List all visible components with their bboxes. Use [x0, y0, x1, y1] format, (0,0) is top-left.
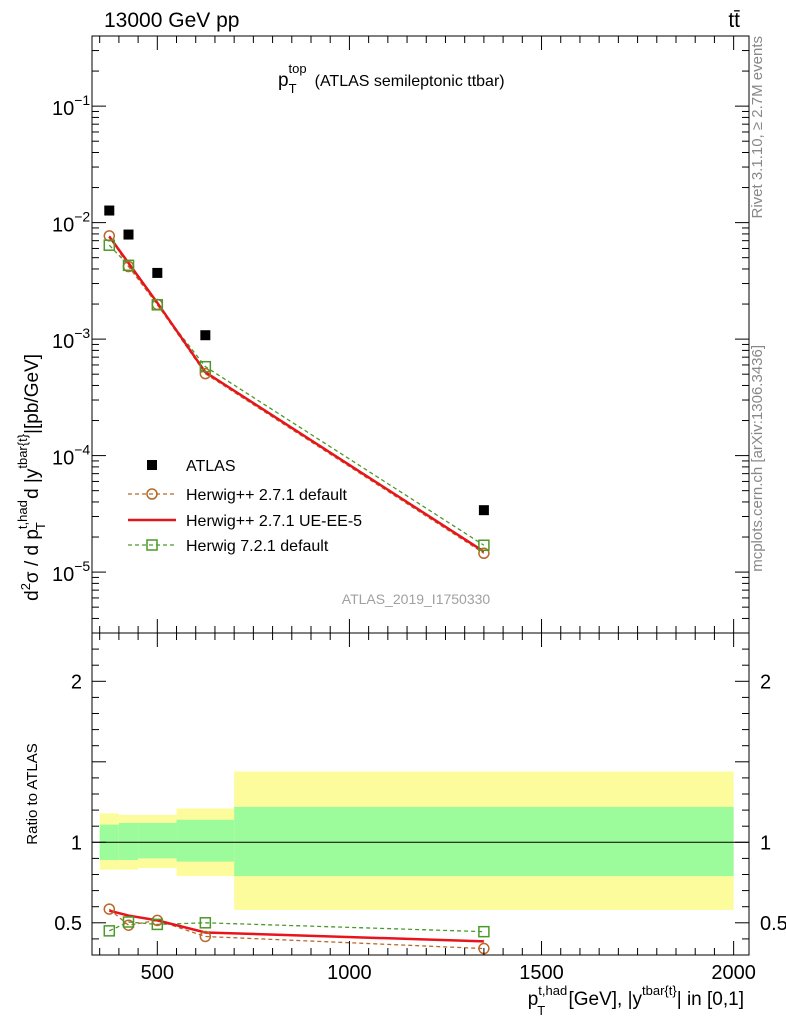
ylabel-a-sup: 2 — [18, 583, 33, 590]
main-y-tick-label-4: 10−1 — [52, 92, 90, 120]
legend-h721-marker — [146, 539, 158, 551]
band-inner-3 — [176, 819, 235, 862]
ratio-y-tick-label-left-2: 2 — [71, 671, 82, 693]
h721-point — [122, 259, 135, 272]
main-y-tick-exp: −2 — [74, 209, 90, 225]
band-inner-4 — [234, 806, 734, 877]
h721-point — [151, 299, 164, 311]
xlabel-b: [GeV], |y — [563, 989, 642, 1010]
ylabel-d: |[pb/GeV] — [22, 354, 43, 434]
legend: ATLAS Herwig++ 2.7.1 default Herwig++ 2.… — [128, 458, 362, 555]
atlas-point — [104, 205, 115, 216]
main-y-axis-label: d2σ / d pt,had T d |ytbar{t}|[pb/GeV] — [15, 354, 48, 601]
ylabel-b-sup: t,had — [15, 500, 30, 529]
main-y-tick-label-3: 10−2 — [52, 209, 90, 237]
xlabel-b-sup: tbar{t} — [642, 983, 677, 998]
ratio-y-tick-label-left-1: 1 — [71, 832, 82, 854]
ratio-h721-line — [109, 921, 484, 933]
ylabel-b: σ / d p — [22, 529, 43, 583]
main-series-layer — [103, 205, 490, 560]
header-left: 13000 GeV pp — [104, 9, 239, 32]
ratio-h721-point — [151, 918, 164, 931]
atlas-point — [152, 267, 163, 278]
ratio-plot: 500 1000 1500 2000 0.5 0.5 1 1 2 2 Ratio to ATLAS… — [24, 632, 786, 1018]
h721-point — [478, 539, 490, 551]
ratio-h721-point — [122, 916, 135, 928]
legend-h721-label: Herwig 7.2.1 default — [186, 538, 329, 555]
ratio-axis-ticks: 500 1000 1500 2000 0.5 0.5 1 1 2 2 — [54, 633, 786, 984]
main-y-tick-exp: −1 — [74, 92, 90, 108]
ylabel-a: d — [22, 590, 43, 601]
main-y-tick-exp: −5 — [74, 558, 90, 574]
band-inner-1 — [118, 822, 139, 861]
main-axis-ticks: 10−510−410−310−210−1 — [52, 35, 749, 634]
x-tick-label-1: 1000 — [327, 962, 372, 984]
main-y-tick-base: 10 — [52, 331, 74, 353]
main-y-tick-exp: −3 — [74, 325, 90, 341]
x-tick-label-2: 1500 — [519, 962, 564, 984]
h271-line — [108, 235, 485, 554]
header-right: tt̄ — [728, 9, 740, 32]
rivet-label: Rivet 3.1.10, ≥ 2.7M events — [749, 36, 766, 219]
main-y-tick-base: 10 — [52, 448, 74, 470]
ratio-uncertainty-bands — [99, 771, 734, 910]
main-y-tick-base: 10 — [52, 98, 74, 120]
legend-h271-label: Herwig++ 2.7.1 default — [186, 487, 348, 504]
legend-atlas-label: ATLAS — [186, 458, 236, 475]
ratio-h271-point — [103, 903, 116, 915]
ratio-y-tick-label-right-2: 2 — [760, 671, 771, 693]
mcplots-label: mcplots.cern.ch [arXiv:1306.3436] — [749, 345, 766, 572]
plot-title-main: p — [278, 70, 289, 91]
ueee5-line — [108, 235, 485, 553]
ratio-h271-point — [199, 930, 212, 943]
analysis-watermark: ATLAS_2019_I1750330 — [342, 591, 491, 607]
h271-point — [478, 547, 490, 560]
x-tick-label-3: 2000 — [711, 962, 756, 984]
legend-h271-marker — [146, 488, 158, 500]
main-y-tick-base: 10 — [52, 564, 74, 586]
xlabel-a: p — [528, 989, 539, 1010]
atlas-point — [478, 505, 489, 516]
main-y-tick-label-2: 10−3 — [52, 325, 90, 353]
h271-point — [199, 367, 212, 380]
atlas-point — [200, 330, 211, 341]
xlabel-a-sub: T — [537, 1003, 545, 1018]
h721-point — [199, 360, 212, 373]
legend-ueee5-label: Herwig++ 2.7.1 UE-EE-5 — [186, 513, 362, 530]
plot-title-sub: T — [289, 81, 297, 96]
plot-title: pTtop (ATLAS semileptonic ttbar) — [278, 61, 505, 96]
plot-title-rest: (ATLAS semileptonic ttbar) — [315, 73, 505, 90]
atlas-point — [123, 229, 134, 240]
plot-title-sup: top — [289, 61, 307, 76]
ylabel-b-sub: T — [33, 522, 48, 530]
main-y-tick-label-0: 10−5 — [52, 558, 90, 586]
main-y-tick-label-1: 10−4 — [52, 442, 90, 470]
ratio-h721-point — [199, 917, 212, 929]
main-y-tick-exp: −4 — [74, 442, 90, 458]
ratio-y-axis-label: Ratio to ATLAS — [24, 743, 41, 844]
ratio-series-layer — [103, 903, 490, 955]
main-y-tick-base: 10 — [52, 215, 74, 237]
ratio-y-tick-label-right-0: 0.5 — [760, 913, 786, 935]
ratio-h721-point — [478, 925, 490, 938]
ratio-ueee5-line — [108, 909, 484, 943]
band-inner-2 — [138, 822, 177, 859]
ratio-y-tick-label-right-1: 1 — [760, 832, 771, 854]
ylabel-c-sup: tbar{t} — [15, 433, 30, 468]
ratio-h271-line — [108, 908, 484, 950]
ratio-y-tick-label-left-0: 0.5 — [54, 913, 82, 935]
xlabel-c: | in [0,1] — [677, 989, 744, 1010]
h721-point — [103, 239, 116, 251]
xlabel-a-sup: t,had — [538, 983, 567, 998]
ylabel-c: d |y — [22, 468, 43, 504]
x-axis-label: pt,had T [GeV], |ytbar{t}| in [0,1] — [528, 983, 744, 1018]
x-tick-label-0: 500 — [141, 962, 174, 984]
main-plot: 10−510−410−310−210−1 pTtop(ATLAS semilep… — [15, 35, 750, 634]
ratio-h721-point — [103, 925, 116, 937]
legend-atlas-marker — [147, 460, 157, 470]
